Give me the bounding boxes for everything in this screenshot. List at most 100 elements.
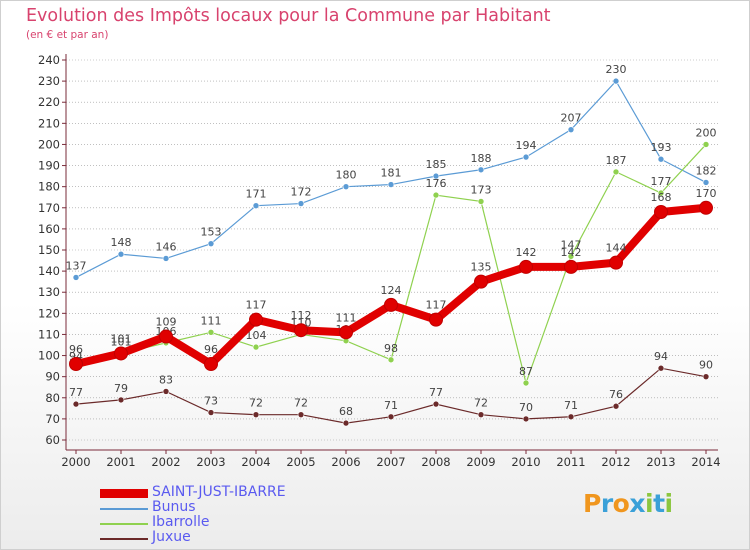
- data-label-bunus: 188: [471, 152, 492, 165]
- data-point-bunus: [297, 200, 305, 207]
- data-point-juxue: [702, 373, 710, 380]
- x-tick-label: 2004: [241, 455, 270, 469]
- data-point-ibarrolle: [207, 329, 215, 336]
- y-tick-label: 200: [38, 137, 60, 151]
- legend-label-bunus: Bunus: [152, 499, 196, 515]
- x-tick-label: 2000: [61, 455, 90, 469]
- data-label-bunus: 148: [111, 236, 132, 249]
- data-label-ibarrolle: 176: [426, 177, 447, 190]
- legend-swatch-juxue: [100, 538, 148, 540]
- data-point-juxue: [432, 400, 440, 408]
- data-label-bunus: 137: [66, 259, 87, 272]
- x-tick-label: 2002: [151, 455, 180, 469]
- data-point-ibarrolle: [567, 253, 575, 260]
- data-label-bunus: 207: [561, 112, 582, 125]
- data-point-saint-just-ibarre: [609, 255, 623, 270]
- x-tick-label: 2008: [421, 455, 450, 469]
- data-point-bunus: [342, 183, 350, 190]
- x-tick-label: 2012: [601, 455, 630, 469]
- data-point-juxue: [612, 402, 620, 410]
- data-label-saint-just-ibarre: 117: [426, 299, 447, 312]
- y-tick-label: 110: [38, 327, 60, 341]
- data-label-juxue: 77: [69, 386, 83, 399]
- legend-swatch-bunus: [100, 508, 148, 510]
- data-point-saint-just-ibarre: [159, 329, 173, 344]
- data-point-saint-just-ibarre: [204, 357, 218, 371]
- data-point-saint-just-ibarre: [339, 325, 353, 340]
- data-label-saint-just-ibarre: 142: [516, 246, 537, 259]
- data-point-bunus: [117, 250, 125, 258]
- x-tick-label: 2003: [196, 455, 225, 469]
- legend-label-ibarrolle: Ibarrolle: [152, 514, 210, 530]
- data-label-ibarrolle: 111: [201, 314, 222, 327]
- data-point-bunus: [252, 202, 260, 209]
- data-label-bunus: 180: [336, 169, 357, 182]
- data-point-juxue: [117, 396, 125, 404]
- data-label-juxue: 71: [384, 399, 398, 412]
- data-label-ibarrolle: 147: [561, 238, 582, 251]
- data-label-ibarrolle: 177: [651, 175, 672, 188]
- y-tick-label: 190: [38, 159, 60, 173]
- data-point-ibarrolle: [657, 189, 665, 197]
- y-tick-label: 130: [38, 285, 60, 299]
- y-tick-label: 150: [38, 243, 60, 257]
- data-label-ibarrolle: 87: [519, 365, 533, 378]
- data-point-saint-just-ibarre: [474, 274, 488, 289]
- data-label-juxue: 68: [339, 405, 353, 418]
- data-point-saint-just-ibarre: [654, 205, 668, 219]
- y-tick-label: 210: [38, 116, 60, 130]
- data-label-ibarrolle: 200: [696, 126, 717, 139]
- data-label-saint-just-ibarre: 111: [336, 311, 357, 324]
- y-tick-label: 240: [38, 53, 60, 67]
- data-point-bunus: [432, 172, 440, 180]
- legend-label-juxue: Juxue: [152, 529, 191, 545]
- data-point-ibarrolle: [612, 168, 620, 176]
- data-label-juxue: 72: [249, 397, 263, 410]
- data-point-juxue: [657, 364, 665, 372]
- y-tick-label: 100: [38, 349, 60, 363]
- x-tick-label: 2005: [286, 455, 315, 469]
- legend-swatch-saint-just-ibarre: [100, 489, 148, 498]
- data-point-juxue: [252, 411, 260, 418]
- data-point-juxue: [387, 413, 395, 421]
- data-point-bunus: [72, 274, 80, 281]
- data-label-juxue: 79: [114, 382, 128, 395]
- y-tick-label: 60: [45, 433, 60, 447]
- x-tick-label: 2010: [511, 455, 540, 469]
- data-label-bunus: 194: [516, 139, 537, 152]
- y-tick-label: 160: [38, 222, 60, 236]
- y-tick-label: 140: [38, 264, 60, 278]
- data-point-bunus: [702, 179, 710, 186]
- data-point-ibarrolle: [387, 356, 395, 364]
- chart-title: Evolution des Impôts locaux pour la Comm…: [26, 6, 551, 26]
- data-point-juxue: [162, 388, 170, 395]
- chart-subtitle: (en € et par an): [26, 29, 109, 41]
- y-tick-label: 90: [45, 370, 60, 384]
- data-point-juxue: [297, 411, 305, 418]
- data-label-bunus: 146: [156, 240, 177, 253]
- data-point-juxue: [522, 415, 530, 423]
- data-point-juxue: [72, 400, 80, 408]
- x-tick-label: 2007: [376, 455, 405, 469]
- data-point-saint-just-ibarre: [519, 259, 533, 274]
- data-point-saint-just-ibarre: [114, 346, 128, 361]
- data-label-bunus: 182: [696, 164, 717, 177]
- data-label-saint-just-ibarre: 144: [606, 242, 627, 255]
- data-label-bunus: 193: [651, 141, 672, 154]
- y-tick-label: 230: [38, 74, 60, 88]
- data-label-juxue: 72: [474, 397, 488, 410]
- data-label-juxue: 83: [159, 373, 173, 386]
- data-point-juxue: [567, 413, 575, 421]
- data-label-juxue: 90: [699, 359, 713, 372]
- data-point-bunus: [207, 240, 215, 247]
- data-point-bunus: [612, 77, 620, 85]
- data-point-ibarrolle: [252, 343, 260, 351]
- data-label-saint-just-ibarre: 124: [381, 284, 402, 297]
- data-point-juxue: [342, 419, 350, 427]
- y-tick-label: 170: [38, 201, 60, 215]
- proxiti-logo: Proxiti: [583, 489, 673, 518]
- data-label-saint-just-ibarre: 112: [291, 309, 312, 322]
- data-label-saint-just-ibarre: 101: [111, 332, 132, 345]
